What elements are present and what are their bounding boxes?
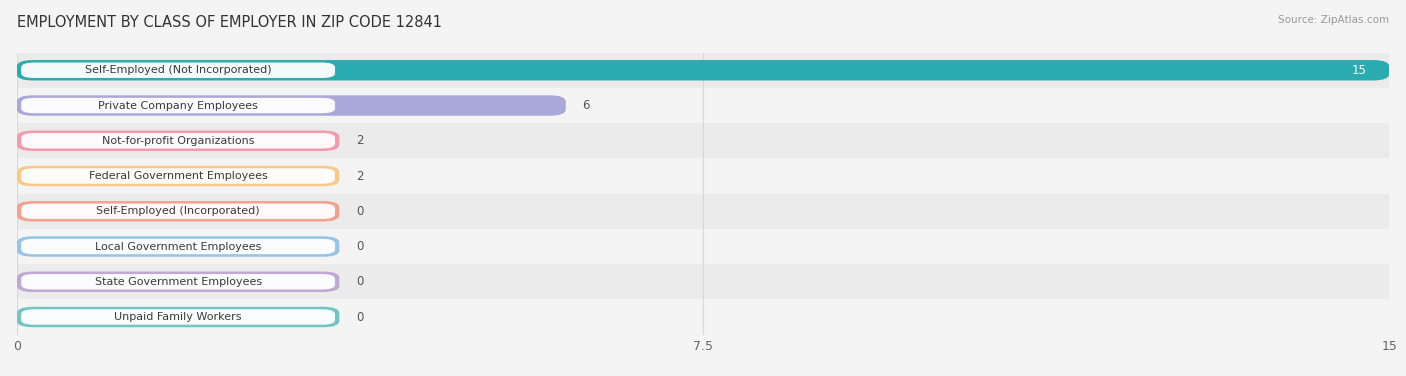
FancyBboxPatch shape <box>21 168 336 184</box>
Text: Unpaid Family Workers: Unpaid Family Workers <box>114 312 242 322</box>
FancyBboxPatch shape <box>17 130 339 151</box>
FancyBboxPatch shape <box>21 273 336 290</box>
Text: 2: 2 <box>356 170 363 182</box>
Text: State Government Employees: State Government Employees <box>94 277 262 287</box>
FancyBboxPatch shape <box>17 236 339 257</box>
FancyBboxPatch shape <box>17 166 339 186</box>
FancyBboxPatch shape <box>17 201 339 221</box>
FancyBboxPatch shape <box>21 132 336 149</box>
Text: 0: 0 <box>356 311 363 323</box>
FancyBboxPatch shape <box>21 309 336 325</box>
FancyBboxPatch shape <box>21 238 336 255</box>
Text: Self-Employed (Incorporated): Self-Employed (Incorporated) <box>96 206 260 216</box>
Bar <box>17 299 1389 335</box>
FancyBboxPatch shape <box>17 95 565 116</box>
Bar <box>17 264 1389 299</box>
Bar <box>17 88 1389 123</box>
Text: Source: ZipAtlas.com: Source: ZipAtlas.com <box>1278 15 1389 25</box>
FancyBboxPatch shape <box>21 203 336 220</box>
Text: Federal Government Employees: Federal Government Employees <box>89 171 267 181</box>
Bar <box>17 158 1389 194</box>
Text: 15: 15 <box>1351 64 1367 77</box>
Bar <box>17 123 1389 158</box>
Text: 0: 0 <box>356 205 363 218</box>
Text: Not-for-profit Organizations: Not-for-profit Organizations <box>101 136 254 146</box>
Text: Local Government Employees: Local Government Employees <box>96 241 262 252</box>
Bar <box>17 53 1389 88</box>
FancyBboxPatch shape <box>21 97 336 114</box>
Text: 6: 6 <box>582 99 589 112</box>
Text: Private Company Employees: Private Company Employees <box>98 100 259 111</box>
Bar <box>17 229 1389 264</box>
Text: EMPLOYMENT BY CLASS OF EMPLOYER IN ZIP CODE 12841: EMPLOYMENT BY CLASS OF EMPLOYER IN ZIP C… <box>17 15 441 30</box>
FancyBboxPatch shape <box>17 307 339 327</box>
Text: 0: 0 <box>356 275 363 288</box>
FancyBboxPatch shape <box>17 60 1389 80</box>
Text: 2: 2 <box>356 134 363 147</box>
Text: 0: 0 <box>356 240 363 253</box>
FancyBboxPatch shape <box>17 271 339 292</box>
FancyBboxPatch shape <box>21 62 336 79</box>
Bar <box>17 194 1389 229</box>
Text: Self-Employed (Not Incorporated): Self-Employed (Not Incorporated) <box>84 65 271 75</box>
